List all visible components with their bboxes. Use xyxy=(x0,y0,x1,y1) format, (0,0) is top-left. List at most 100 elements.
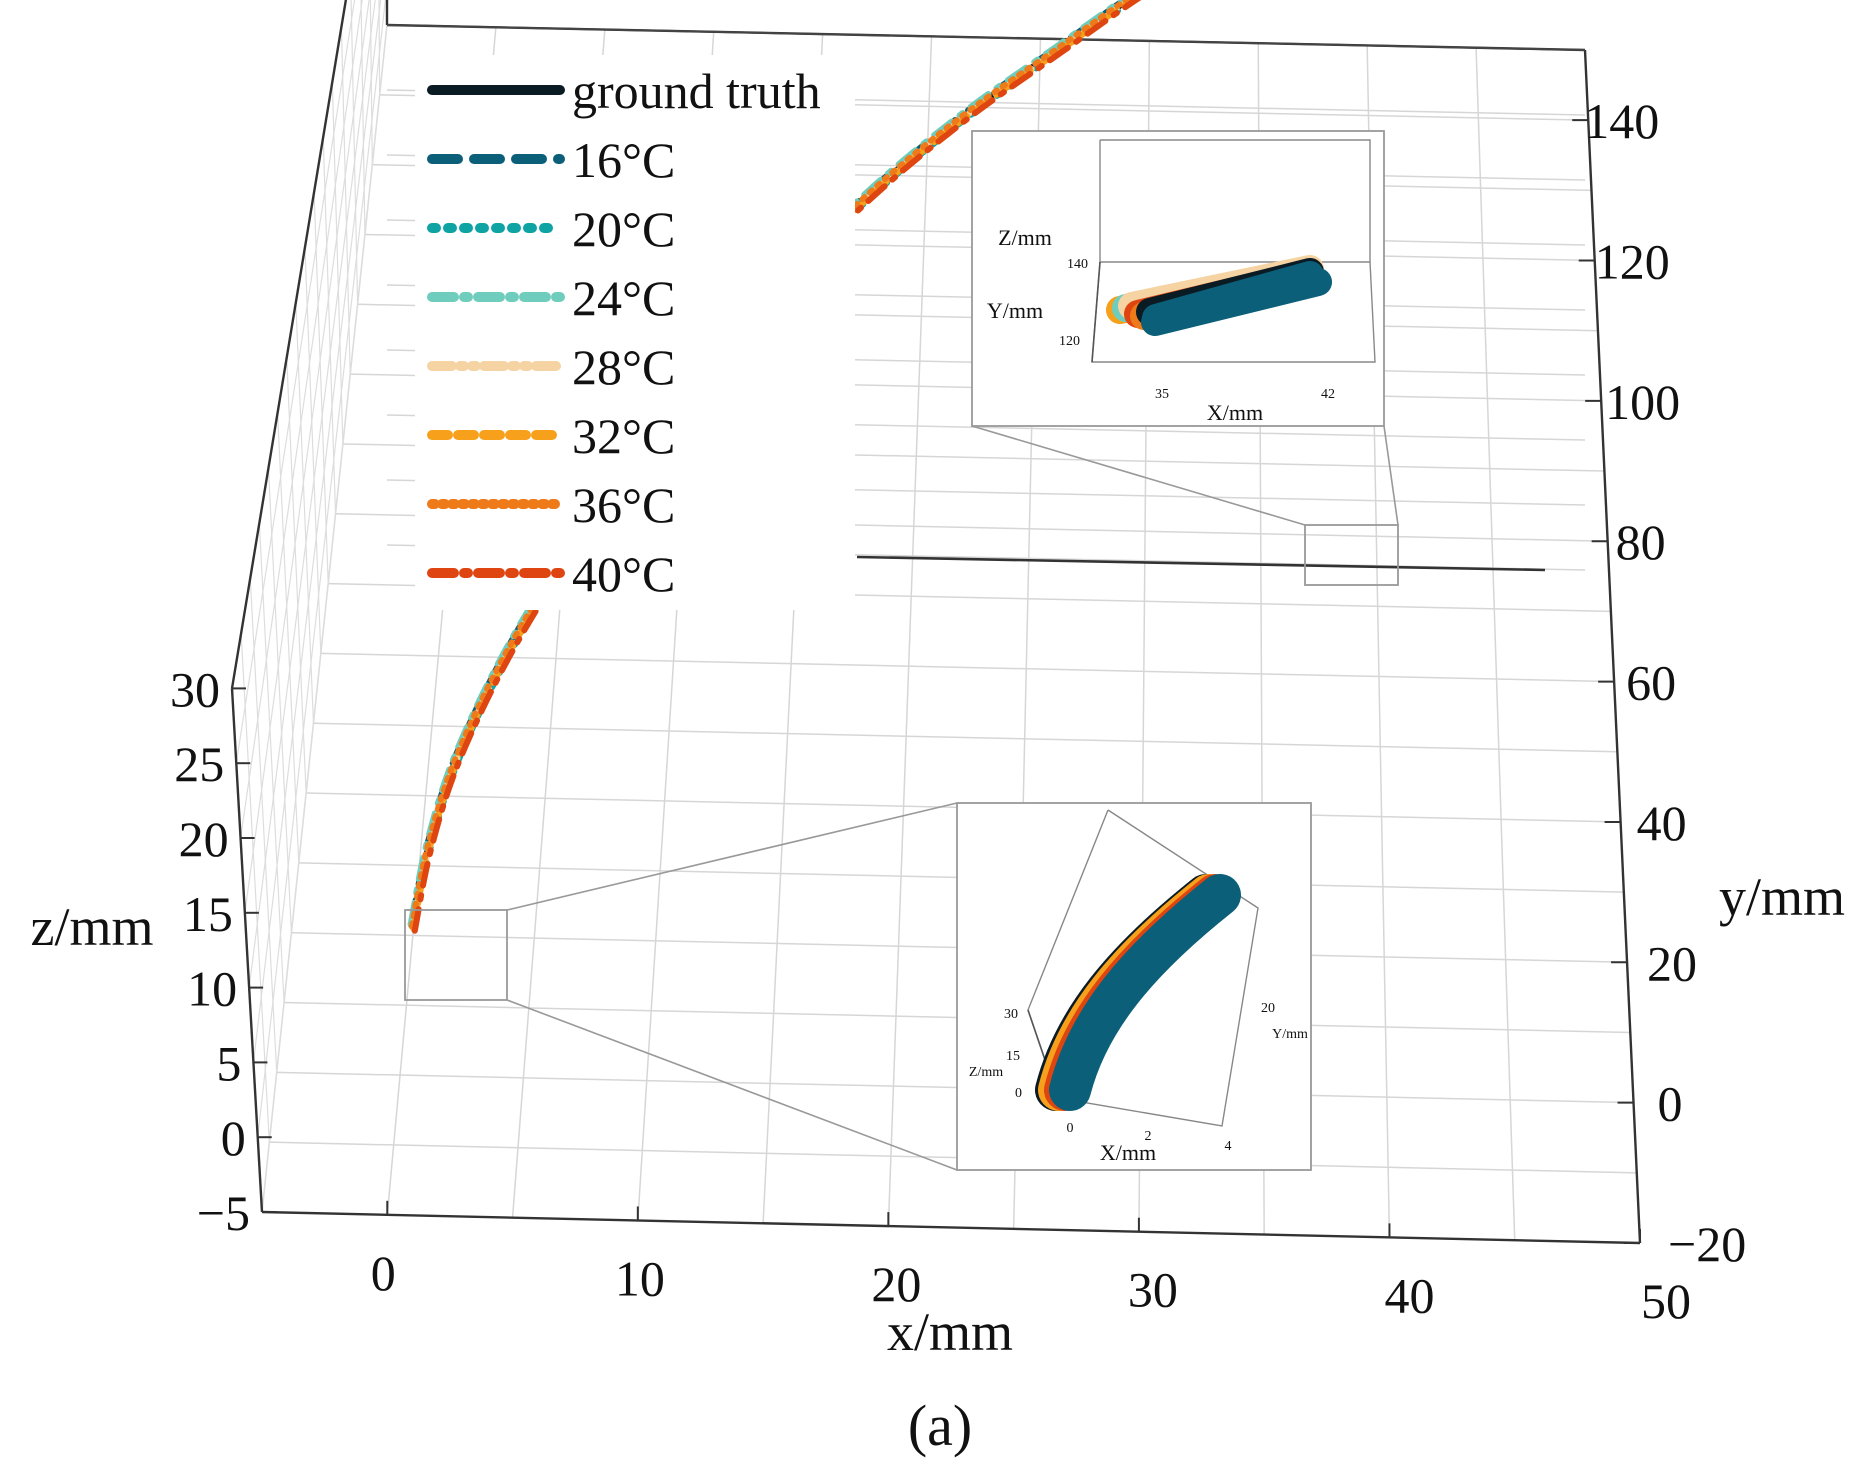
left-wall-grid xyxy=(240,633,270,1143)
zoom-connector xyxy=(506,999,958,1171)
inset-z-tick: 15 xyxy=(1006,1049,1020,1064)
legend: ground truth 16°C 20°C 24°C 28°C 32°C 36°C 40°C xyxy=(415,55,855,610)
z-tick-label: −5 xyxy=(197,1185,250,1241)
axis-labels: x/mm y/mm z/mm (a) xyxy=(31,867,1846,1458)
y-tick-label: −20 xyxy=(1668,1216,1746,1272)
left-wall-grid xyxy=(261,24,388,1213)
legend-entry-label: 20°C xyxy=(572,201,675,257)
y-tick-label: 100 xyxy=(1605,374,1680,430)
legend-background xyxy=(415,55,855,610)
floor-grid-y xyxy=(313,722,1618,753)
floor-grid-y xyxy=(320,652,1615,683)
floor-grid-x xyxy=(887,36,933,1227)
zoom-box-start xyxy=(404,909,508,1001)
left-wall-grid xyxy=(235,0,356,764)
wall-floor-edge xyxy=(856,555,1546,572)
y-tick-label: 140 xyxy=(1584,93,1659,149)
left-wall-grid xyxy=(231,0,347,689)
left-wall-grid xyxy=(239,0,363,839)
trajectory-series-7 xyxy=(411,0,1142,934)
left-wall-grid xyxy=(248,0,376,988)
inset-z-label: Z/mm xyxy=(969,1065,1003,1080)
y-tick-label: 60 xyxy=(1626,655,1676,711)
zoom-connector xyxy=(971,425,1306,526)
y-axis-label: y/mm xyxy=(1719,867,1845,927)
inset-y-tick: 20 xyxy=(1261,1001,1275,1016)
axis-ticks: 0 10 20 30 40 50−20020406080100120140−5051015… xyxy=(170,93,1746,1329)
axis-frame-edge xyxy=(230,688,264,1213)
floor-grid-y xyxy=(276,1071,1634,1104)
zoom-connector xyxy=(1383,425,1399,526)
left-wall-grid xyxy=(378,0,381,95)
left-wall-grid xyxy=(244,0,370,913)
axes-frame xyxy=(230,0,1642,1245)
y-tick-label: 0 xyxy=(1658,1076,1683,1132)
x-tick-label: 10 xyxy=(615,1250,665,1306)
inset-z-label: Z/mm xyxy=(998,225,1052,250)
floor-grid-x xyxy=(1475,47,1516,1241)
left-wall-grid xyxy=(286,357,307,794)
z-tick-label: 20 xyxy=(179,811,229,867)
left-wall-grid xyxy=(340,26,351,375)
axis-frame-edge xyxy=(1583,49,1642,1244)
left-wall-grid xyxy=(313,192,329,584)
floor-grid-y xyxy=(269,1141,1637,1174)
axis-frame-edge xyxy=(386,24,1586,51)
legend-entry-label: 16°C xyxy=(572,132,675,188)
z-tick-label: 30 xyxy=(170,661,220,717)
left-wall-grid xyxy=(252,0,382,1063)
x-tick-label: 0 xyxy=(371,1245,396,1301)
left-wall-grid xyxy=(276,412,300,863)
legend-entry-label: 24°C xyxy=(572,270,675,326)
x-tick-label: 50 xyxy=(1641,1273,1691,1329)
inset-trajectory xyxy=(1049,874,1241,1111)
left-wall-grid xyxy=(249,578,278,1073)
axis-frame-edge xyxy=(230,0,348,689)
left-wall-grid xyxy=(360,0,366,235)
z-axis-label: z/mm xyxy=(31,897,154,957)
left-wall-grid xyxy=(258,522,285,1003)
z-tick-label: 25 xyxy=(174,736,224,792)
left-wall-grid xyxy=(267,467,293,933)
inset-x-label: X/mm xyxy=(1207,400,1263,425)
z-tick-label: 5 xyxy=(216,1035,241,1091)
inset-axis xyxy=(1091,261,1101,363)
inset-x-tick: 35 xyxy=(1155,387,1169,402)
inset-x-label: X/mm xyxy=(1100,1140,1156,1165)
left-wall-grid xyxy=(304,247,322,654)
panel-label: (a) xyxy=(908,1393,972,1458)
left-wall-grid xyxy=(369,0,373,165)
z-tick-label: 0 xyxy=(221,1110,246,1166)
z-tick-label: 10 xyxy=(187,961,237,1017)
left-wall-grid xyxy=(331,82,344,444)
legend-entry-label: 36°C xyxy=(572,477,675,533)
legend-entry-label: 40°C xyxy=(572,546,675,602)
x-tick-label: 30 xyxy=(1128,1262,1178,1318)
x-axis-label: x/mm xyxy=(887,1302,1013,1362)
inset-x-tick: 0 xyxy=(1067,1121,1074,1136)
legend-entry-label: 32°C xyxy=(572,408,675,464)
inset-end-zoom: X/mm Y/mm Z/mm 35 42 120 140 xyxy=(971,130,1385,427)
inset-y-tick: 120 xyxy=(1059,334,1080,349)
left-wall-grid xyxy=(322,137,337,514)
legend-entry-label: ground truth xyxy=(572,63,821,119)
inset-z-tick: 0 xyxy=(1015,1086,1022,1101)
y-tick-label: 20 xyxy=(1647,935,1697,991)
left-wall-grid xyxy=(257,0,387,1138)
inset-x-tick: 4 xyxy=(1225,1139,1232,1154)
zoom-box-end xyxy=(1304,524,1399,586)
inset-y-label: Y/mm xyxy=(987,298,1043,323)
inset-x-tick: 2 xyxy=(1145,1129,1152,1144)
inset-y-label: Y/mm xyxy=(1272,1027,1308,1042)
inset-x-tick: 42 xyxy=(1321,387,1335,402)
y-tick-label: 40 xyxy=(1637,795,1687,851)
axis-frame-edge xyxy=(261,1210,1641,1245)
y-tick-label: 80 xyxy=(1616,514,1666,570)
zoom-connector-lines xyxy=(404,425,1399,1171)
legend-entry-label: 28°C xyxy=(572,339,675,395)
x-tick-label: 20 xyxy=(871,1256,921,1312)
left-wall-grid xyxy=(295,302,315,724)
inset-start-zoom: X/mm Y/mm Z/mm 0 2 4 20 0 15 30 xyxy=(956,802,1312,1171)
z-tick-label: 15 xyxy=(183,886,233,942)
